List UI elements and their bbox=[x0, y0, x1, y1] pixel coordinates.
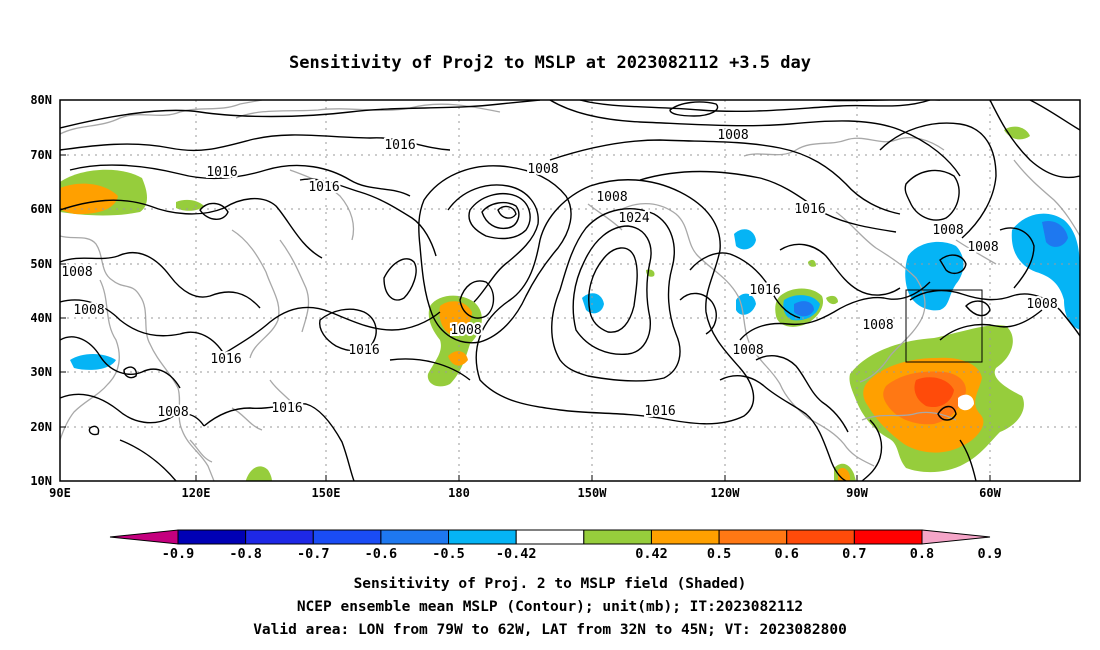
isobar-label: 1024 bbox=[618, 211, 649, 226]
colorbar-swatch bbox=[380, 529, 450, 545]
colorbar-tick-label: -0.42 bbox=[496, 546, 537, 562]
isobar-label: 1008 bbox=[732, 343, 763, 358]
colorbar-tick-label: 0.42 bbox=[635, 546, 668, 562]
isobar-label: 1016 bbox=[644, 404, 675, 419]
shade-blue-dark bbox=[1042, 220, 1068, 247]
colorbar-tick-label: 0.9 bbox=[977, 546, 1001, 562]
lat-label: 10N bbox=[30, 474, 52, 488]
caption-valid-area: Valid area: LON from 79W to 62W, LAT fro… bbox=[253, 622, 847, 638]
colorbar-swatch bbox=[650, 529, 720, 545]
isobar-label: 1008 bbox=[73, 303, 104, 318]
lat-label: 80N bbox=[30, 93, 52, 107]
colorbar-labels: -0.9 -0.8 -0.7 -0.6 -0.5 -0.42 0.42 0.5 0.6 0.7 0.… bbox=[162, 546, 1002, 562]
isobar-label: 1008 bbox=[450, 323, 481, 338]
shade-blue bbox=[734, 229, 756, 250]
gridlines bbox=[60, 100, 1080, 481]
shade-green-small bbox=[176, 199, 204, 211]
lon-label: 120E bbox=[182, 486, 211, 500]
colorbar-tick-label: -0.5 bbox=[432, 546, 465, 562]
coastlines bbox=[60, 100, 1080, 481]
lon-label: 120W bbox=[711, 486, 741, 500]
lat-label: 50N bbox=[30, 257, 52, 271]
map-title: Sensitivity of Proj2 to MSLP at 20230821… bbox=[289, 53, 811, 73]
shade-white bbox=[958, 394, 974, 411]
lon-label: 90W bbox=[846, 486, 868, 500]
colorbar-swatch bbox=[515, 529, 585, 545]
shade-blue bbox=[70, 354, 116, 370]
tick-marks bbox=[60, 99, 991, 481]
colorbar-swatch bbox=[718, 529, 788, 545]
colorbar-max-triangle bbox=[921, 529, 991, 545]
shade-orange bbox=[448, 351, 468, 366]
caption-contour: NCEP ensemble mean MSLP (Contour); unit(… bbox=[297, 599, 803, 615]
colorbar bbox=[109, 529, 991, 545]
shade-green bbox=[246, 466, 272, 481]
isobar-label: 1008 bbox=[61, 265, 92, 280]
colorbar-min-triangle bbox=[109, 529, 179, 545]
isobar-label: 1016 bbox=[348, 343, 379, 358]
lat-label: 30N bbox=[30, 365, 52, 379]
latitude-labels: 80N 70N 60N 50N 40N 30N 20N 10N bbox=[30, 93, 52, 488]
contour-labels: 1016101610161008100810161024100810161008… bbox=[59, 126, 1059, 422]
lat-label: 70N bbox=[30, 148, 52, 162]
lon-label: 90E bbox=[49, 486, 71, 500]
lat-label: 60N bbox=[30, 202, 52, 216]
isobar-label: 1016 bbox=[271, 401, 302, 416]
valid-area-box bbox=[905, 289, 983, 363]
colorbar-tick-label: 0.7 bbox=[842, 546, 866, 562]
shade-green bbox=[808, 259, 816, 267]
colorbar-swatch bbox=[312, 529, 382, 545]
isobar-label: 1016 bbox=[210, 352, 241, 367]
shade-green bbox=[826, 295, 838, 305]
lon-label: 60W bbox=[979, 486, 1001, 500]
isobar-label: 1008 bbox=[1026, 297, 1057, 312]
isobar-label: 1008 bbox=[157, 405, 188, 420]
isobar-label: 1008 bbox=[862, 318, 893, 333]
colorbar-tick-label: 0.8 bbox=[910, 546, 934, 562]
colorbar-tick-label: -0.6 bbox=[365, 546, 398, 562]
isobar-label: 1016 bbox=[308, 180, 339, 195]
colorbar-swatch bbox=[177, 529, 247, 545]
colorbar-swatch bbox=[853, 529, 923, 545]
lon-label: 150W bbox=[578, 486, 608, 500]
isobar-label: 1016 bbox=[933, 223, 964, 238]
shade-blue-dark bbox=[794, 301, 814, 317]
isobar-label: 1016 bbox=[749, 283, 780, 298]
colorbar-tick-label: -0.7 bbox=[297, 546, 330, 562]
colorbar-tick-label: -0.9 bbox=[162, 546, 195, 562]
colorbar-tick-label: 0.6 bbox=[775, 546, 799, 562]
isobars bbox=[60, 100, 1080, 481]
longitude-labels: 90E 120E 150E 180 150W 120W 90W 60W bbox=[49, 486, 1001, 500]
lon-label: 180 bbox=[448, 486, 470, 500]
shade-blue bbox=[736, 293, 756, 315]
colorbar-tick-label: -0.8 bbox=[229, 546, 262, 562]
isobar-label: 1008 bbox=[967, 240, 998, 255]
isobar-label: 1016 bbox=[384, 138, 415, 153]
lat-label: 40N bbox=[30, 311, 52, 325]
map-frame bbox=[59, 99, 1081, 482]
isobar-label: 1008 bbox=[932, 223, 963, 238]
lat-label: 20N bbox=[30, 420, 52, 434]
isobar-label: 1008 bbox=[717, 128, 748, 143]
colorbar-swatch bbox=[448, 529, 517, 545]
caption-shading: Sensitivity of Proj. 2 to MSLP field (Sh… bbox=[354, 576, 747, 592]
shade-blue bbox=[582, 293, 604, 314]
isobar-label: 1016 bbox=[794, 202, 825, 217]
isobar-label: 1016 bbox=[206, 165, 237, 180]
shade-blue bbox=[905, 241, 964, 311]
colorbar-swatch bbox=[786, 529, 855, 545]
lon-label: 150E bbox=[312, 486, 341, 500]
isobar-label: 1008 bbox=[596, 190, 627, 205]
shade-orange bbox=[60, 183, 118, 215]
colorbar-tick-label: 0.5 bbox=[707, 546, 731, 562]
colorbar-swatch bbox=[245, 529, 314, 545]
shade-red-orange bbox=[914, 377, 954, 408]
isobar-label: 1008 bbox=[527, 162, 558, 177]
colorbar-swatch bbox=[583, 529, 652, 545]
